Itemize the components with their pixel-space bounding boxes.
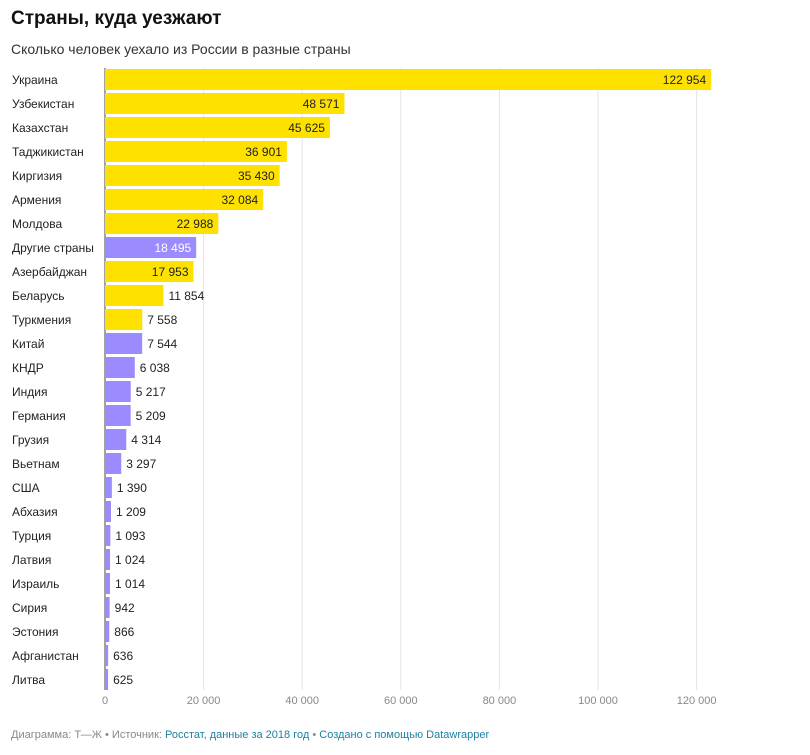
value-label: 7 558 <box>147 313 177 327</box>
value-label: 1 390 <box>117 481 147 495</box>
category-label: США <box>12 481 40 495</box>
bar <box>105 453 122 474</box>
category-label: Беларусь <box>12 289 64 303</box>
source-link[interactable]: Росстат, данные за 2018 год <box>165 729 310 741</box>
value-label: 3 297 <box>126 457 156 471</box>
bar <box>105 525 111 546</box>
category-label: Грузия <box>12 433 49 447</box>
x-tick-label: 120 000 <box>677 695 717 707</box>
category-label: КНДР <box>12 361 44 375</box>
category-label: Турция <box>12 529 51 543</box>
x-tick-label: 20 000 <box>187 695 221 707</box>
category-label: Эстония <box>12 625 59 639</box>
category-label: Украина <box>12 73 58 87</box>
value-label: 942 <box>115 601 135 615</box>
value-label: 17 953 <box>152 265 189 279</box>
x-tick-label: 0 <box>102 695 108 707</box>
category-label: Казахстан <box>12 121 68 135</box>
category-label: Другие страны <box>12 241 94 255</box>
chart-credit: Диаграмма: Т—Ж <box>11 729 102 741</box>
bar <box>105 621 110 642</box>
value-label: 32 084 <box>221 193 258 207</box>
value-label: 35 430 <box>238 169 275 183</box>
source-label: Источник: <box>111 729 165 741</box>
bar <box>105 117 330 138</box>
bar <box>105 309 143 330</box>
separator: • <box>101 729 112 741</box>
category-label: Вьетнам <box>12 457 60 471</box>
x-tick-label: 40 000 <box>285 695 319 707</box>
value-label: 866 <box>114 625 134 639</box>
chart-subtitle: Сколько человек уехало из России в разны… <box>11 41 351 57</box>
category-label: Израиль <box>12 577 59 591</box>
value-label: 5 209 <box>136 409 166 423</box>
value-label: 6 038 <box>140 361 170 375</box>
bar-chart: Украина Узбекистан Казахстан Таджикистан Кир… <box>12 68 717 707</box>
value-label: 48 571 <box>303 97 340 111</box>
value-label: 45 625 <box>288 121 325 135</box>
value-label: 625 <box>113 673 133 687</box>
value-label: 4 314 <box>131 433 161 447</box>
bar <box>105 477 112 498</box>
bar <box>105 141 287 162</box>
value-label: 1 209 <box>116 505 146 519</box>
bar <box>105 93 345 114</box>
datawrapper-link[interactable]: Создано с помощью Datawrapper <box>319 729 490 741</box>
category-label: Туркмения <box>12 313 71 327</box>
category-label: Индия <box>12 385 47 399</box>
bar <box>105 549 111 570</box>
x-axis-ticks: 0 20 000 40 000 60 000 80 000 100 000 120 000 <box>102 695 717 707</box>
chart-title: Страны, куда уезжают <box>11 8 222 29</box>
category-label: Афганистан <box>12 649 79 663</box>
bar <box>105 333 143 354</box>
bar <box>105 405 131 426</box>
value-label: 18 495 <box>154 241 191 255</box>
category-label: Литва <box>12 673 45 687</box>
x-tick-label: 60 000 <box>384 695 418 707</box>
value-label: 1 014 <box>115 577 145 591</box>
bar <box>105 261 194 282</box>
bar <box>105 597 110 618</box>
chart-footer: Диаграмма: Т—Ж • Источник: Росстат, данн… <box>11 729 489 741</box>
value-label: 36 901 <box>245 145 282 159</box>
category-label: Киргизия <box>12 169 62 183</box>
bars <box>105 69 712 690</box>
value-label: 1 024 <box>115 553 145 567</box>
category-label: Сирия <box>12 601 47 615</box>
bar <box>105 357 135 378</box>
bar <box>105 189 264 210</box>
category-label: Германия <box>12 409 66 423</box>
bar <box>105 573 110 594</box>
value-label: 11 854 <box>168 289 204 303</box>
category-label: Азербайджан <box>12 265 87 279</box>
category-label: Абхазия <box>12 505 58 519</box>
category-label: Таджикистан <box>12 145 84 159</box>
value-label: 636 <box>113 649 133 663</box>
x-tick-label: 100 000 <box>578 695 618 707</box>
category-label: Армения <box>12 193 61 207</box>
bar <box>105 69 712 90</box>
category-label: Латвия <box>12 553 51 567</box>
value-label: 1 093 <box>115 529 145 543</box>
bar <box>105 381 131 402</box>
value-label: 122 954 <box>663 73 707 87</box>
bar <box>105 645 109 666</box>
category-label: Китай <box>12 337 44 351</box>
value-label: 5 217 <box>136 385 166 399</box>
separator: • <box>309 729 320 741</box>
bar <box>105 213 219 234</box>
category-labels: Украина Узбекистан Казахстан Таджикистан Кир… <box>12 73 94 687</box>
x-tick-label: 80 000 <box>483 695 517 707</box>
bar <box>105 429 127 450</box>
bar <box>105 501 111 522</box>
bar <box>105 237 197 258</box>
value-labels: 122 954 48 571 45 625 36 901 35 430 32 084 22 … <box>113 73 706 687</box>
bar <box>105 285 164 306</box>
bar <box>105 165 280 186</box>
bar <box>105 669 109 690</box>
category-label: Молдова <box>12 217 62 231</box>
value-label: 22 988 <box>177 217 214 231</box>
value-label: 7 544 <box>147 337 177 351</box>
category-label: Узбекистан <box>12 97 74 111</box>
